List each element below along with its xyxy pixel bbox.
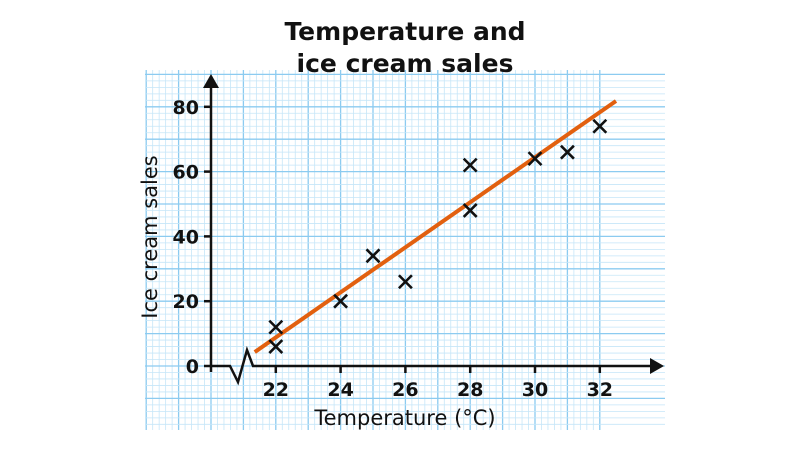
tick-labels: 22 24 26 28 30 32 0 20 40 60 80	[173, 97, 613, 401]
y-tick-label: 80	[173, 97, 199, 119]
x-tick-label: 28	[457, 379, 483, 401]
data-point-cross	[333, 293, 349, 309]
y-axis-arrow-icon	[203, 74, 219, 88]
chart-title-line1: Temperature and	[284, 17, 525, 46]
y-tick-label: 20	[173, 291, 199, 313]
x-axis-label: Temperature (°C)	[313, 406, 495, 430]
data-point-cross	[397, 274, 413, 290]
y-axis-label: Ice cream sales	[138, 155, 162, 318]
x-tick-label: 32	[587, 379, 613, 401]
x-axis-with-break	[211, 345, 650, 386]
data-marks	[253, 99, 618, 354]
x-tick-label: 30	[522, 379, 548, 401]
data-point-cross	[268, 339, 284, 354]
line-of-best-fit	[253, 99, 618, 354]
data-point-cross	[559, 144, 575, 160]
x-tick-label: 26	[392, 379, 418, 401]
axes	[203, 74, 664, 386]
x-axis-arrow-icon	[650, 358, 664, 374]
y-tick-label: 40	[173, 226, 199, 248]
data-point-cross	[268, 319, 284, 335]
data-point-cross	[462, 157, 478, 173]
data-point-cross	[527, 151, 543, 167]
chart-title-line2: ice cream sales	[297, 49, 514, 78]
y-tick-label: 60	[173, 162, 199, 184]
x-tick-label: 22	[263, 379, 289, 401]
y-tick-label: 0	[186, 356, 199, 378]
grid	[145, 70, 665, 430]
data-point-cross	[365, 248, 381, 264]
data-point-cross	[592, 118, 608, 134]
data-point-cross	[462, 203, 478, 218]
x-tick-label: 24	[327, 379, 353, 401]
